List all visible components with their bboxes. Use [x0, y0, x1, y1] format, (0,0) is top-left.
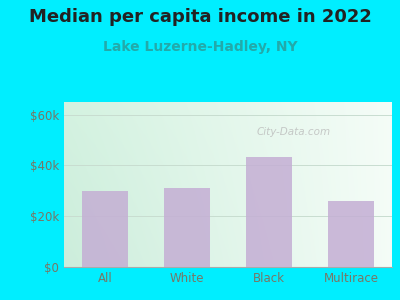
Bar	[82, 191, 128, 267]
Bar	[328, 201, 374, 267]
Text: Lake Luzerne-Hadley, NY: Lake Luzerne-Hadley, NY	[103, 40, 297, 55]
Bar	[164, 188, 210, 267]
Text: City-Data.com: City-Data.com	[256, 127, 331, 137]
Text: Median per capita income in 2022: Median per capita income in 2022	[28, 8, 372, 26]
Bar	[246, 157, 292, 267]
